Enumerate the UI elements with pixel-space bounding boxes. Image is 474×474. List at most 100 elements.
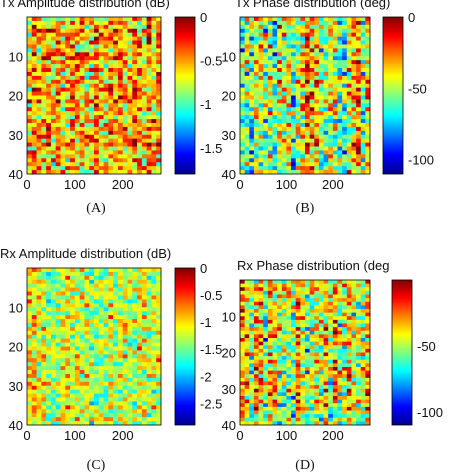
- heatmap-cell: [272, 410, 278, 415]
- heatmap-cell: [74, 322, 80, 328]
- heatmap-cell: [74, 330, 80, 336]
- heatmap-cell: [309, 83, 315, 88]
- heatmap-cell: [240, 316, 245, 321]
- heatmap-cell: [79, 122, 85, 128]
- heatmap-cell: [295, 150, 301, 155]
- heatmap-cell: [323, 122, 329, 128]
- heatmap-cell: [132, 36, 138, 41]
- heatmap-cell: [318, 40, 324, 45]
- heatmap-cell: [79, 134, 85, 139]
- heatmap-cell: [89, 119, 95, 124]
- heatmap-cell: [79, 405, 85, 410]
- heatmap-cell: [295, 91, 301, 96]
- heatmap-cell: [103, 393, 109, 398]
- heatmap-cell: [31, 330, 37, 336]
- heatmap-cell: [89, 397, 95, 402]
- heatmap-cell: [137, 271, 143, 277]
- heatmap-cell: [70, 56, 76, 61]
- heatmap-cell: [305, 374, 310, 379]
- heatmap-cell: [65, 338, 71, 343]
- heatmap-cell: [60, 295, 66, 300]
- heatmap-cell: [263, 64, 269, 69]
- heatmap-cell: [253, 146, 259, 151]
- heatmap-cell: [98, 389, 104, 394]
- heatmap-cell: [351, 130, 357, 136]
- heatmap-cell: [141, 44, 147, 49]
- heatmap-cell: [286, 146, 292, 151]
- heatmap-cell: [240, 71, 245, 77]
- heatmap-cell: [277, 32, 283, 37]
- heatmap-cell: [291, 309, 297, 313]
- heatmap-cell: [127, 350, 133, 355]
- heatmap-cell: [240, 95, 245, 100]
- heatmap-cell: [346, 363, 352, 368]
- heatmap-cell: [113, 71, 119, 77]
- heatmap-cell: [113, 158, 119, 163]
- heatmap-cell: [360, 75, 366, 81]
- heatmap-cell: [328, 338, 334, 342]
- heatmap-cell: [342, 91, 348, 96]
- heatmap-cell: [151, 405, 157, 410]
- heatmap-cell: [70, 64, 76, 69]
- heatmap-cell: [267, 75, 273, 81]
- heatmap-cell: [365, 399, 371, 404]
- heatmap-cell: [70, 60, 76, 65]
- heatmap-cell: [74, 126, 80, 132]
- heatmap-cell: [74, 48, 80, 53]
- heatmap-cell: [122, 370, 128, 375]
- heatmap-cell: [89, 311, 95, 316]
- heatmap-cell: [240, 341, 245, 346]
- heatmap-cell: [36, 170, 42, 175]
- heatmap-cell: [146, 389, 152, 394]
- heatmap-cell: [249, 64, 255, 69]
- heatmap-cell: [36, 326, 42, 332]
- heatmap-cell: [323, 60, 329, 65]
- heatmap-cell: [309, 406, 315, 411]
- heatmap-cell: [27, 413, 33, 418]
- heatmap-cell: [50, 393, 57, 398]
- heatmap-cell: [117, 303, 124, 308]
- heatmap-cell: [272, 166, 278, 171]
- heatmap-cell: [60, 413, 66, 418]
- heatmap-cell: [98, 315, 104, 320]
- heatmap-cell: [314, 396, 320, 400]
- heatmap-cell: [27, 385, 33, 390]
- heatmap-cell: [323, 370, 329, 375]
- heatmap-cell: [365, 162, 371, 167]
- heatmap-cell: [74, 122, 80, 128]
- heatmap-cell: [94, 146, 100, 151]
- heatmap-cell: [50, 60, 57, 65]
- heatmap-cell: [74, 338, 80, 343]
- heatmap-cell: [46, 170, 52, 175]
- heatmap-cell: [332, 298, 338, 303]
- heatmap-cell: [342, 287, 348, 292]
- heatmap-cell: [27, 126, 33, 132]
- heatmap-cell: [318, 64, 324, 69]
- heatmap-cell: [127, 36, 133, 41]
- heatmap-cell: [253, 414, 259, 419]
- heatmap-cell: [295, 348, 301, 353]
- heatmap-cell: [314, 60, 320, 65]
- heatmap-cell: [365, 68, 371, 73]
- heatmap-cell: [84, 377, 90, 383]
- heatmap-cell: [351, 20, 357, 26]
- heatmap-cell: [305, 20, 310, 26]
- heatmap-cell: [309, 52, 315, 57]
- heatmap-cell: [65, 275, 71, 281]
- heatmap-cell: [356, 79, 362, 85]
- heatmap-cell: [286, 48, 292, 53]
- heatmap-cell: [151, 68, 157, 73]
- heatmap-cell: [60, 342, 66, 347]
- heatmap-cell: [332, 338, 338, 342]
- heatmap-cell: [267, 40, 273, 45]
- heatmap-cell: [117, 385, 124, 390]
- heatmap-cell: [272, 417, 278, 422]
- heatmap-cell: [117, 287, 124, 292]
- heatmap-cell: [318, 162, 324, 167]
- heatmap-cell: [346, 403, 352, 408]
- heatmap-cell: [332, 396, 338, 400]
- heatmap-cell: [295, 126, 301, 132]
- heatmap-cell: [70, 170, 76, 175]
- heatmap-cell: [122, 268, 128, 273]
- heatmap-cell: [60, 358, 66, 363]
